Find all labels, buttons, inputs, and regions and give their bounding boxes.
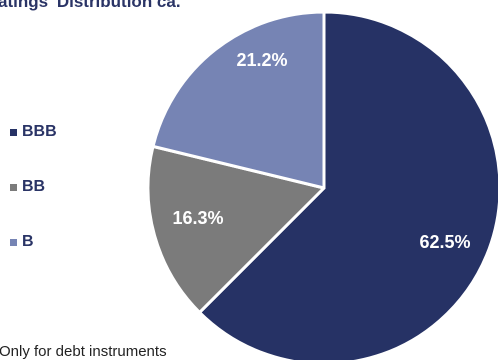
legend-swatch-bb [10, 183, 17, 191]
chart-title: atings' Distribution ca. [0, 0, 181, 11]
legend-swatch-bbb [10, 128, 17, 136]
pie-slice-bb [146, 144, 326, 314]
slice-label-bb: 16.3% [172, 208, 223, 228]
legend-item-b: B [10, 232, 57, 252]
legend-label-bb: BB [22, 178, 46, 195]
footnote: Only for debt instruments [0, 343, 167, 360]
legend-label-bbb: BBB [22, 123, 57, 140]
slice-label-b: 21.2% [236, 50, 287, 70]
pie-slice-b [151, 10, 326, 190]
legend-item-bbb: BBB [10, 122, 57, 142]
legend-item-bb: BB [10, 177, 57, 197]
legend-label-b: B [22, 233, 34, 250]
legend-swatch-b [10, 238, 17, 246]
slice-label-bbb: 62.5% [419, 232, 470, 252]
legend: BBB BB B [10, 122, 57, 287]
